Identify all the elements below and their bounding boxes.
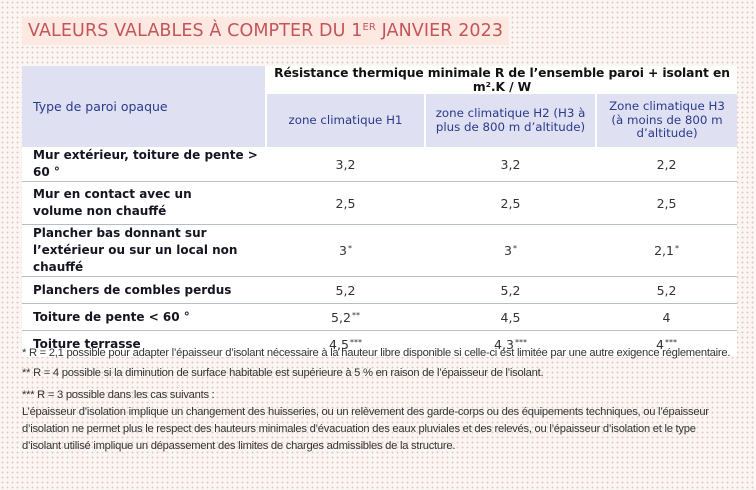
value-cell: 2,1*: [596, 224, 738, 277]
value-cell: 4***: [596, 330, 738, 357]
value-cell: 4,3***: [425, 330, 596, 357]
value-cell: 5,2: [266, 276, 425, 304]
value-cell: 3,2: [335, 156, 356, 172]
page-title: VALEURS VALABLES À COMPTER DU 1ER JANVIE…: [28, 21, 504, 41]
row-label: Mur extérieur, toiture de pente > 60 °: [33, 148, 258, 179]
value-cell: 2,5: [425, 181, 596, 225]
footnote-marker: *: [512, 244, 517, 253]
header-resistance-group: Résistance thermique minimale R de l’ens…: [266, 66, 738, 94]
row-label: Toiture de pente < 60 °: [22, 303, 266, 331]
footnote-marker: ***: [349, 337, 362, 347]
value-cell: 4,5***: [266, 330, 425, 357]
value-cell: 3*: [266, 224, 425, 277]
value-cell: 3*: [425, 224, 596, 277]
value-cell: 2,5: [266, 181, 425, 225]
value-cell: 2,5: [596, 181, 738, 225]
footnote-marker: ***: [514, 337, 527, 347]
footnote-marker: *: [347, 244, 352, 253]
header-paroi-type: Type de paroi opaque: [22, 66, 267, 147]
value-cell: 5,2: [425, 276, 596, 304]
footnote-marker: *: [674, 244, 679, 253]
resistance-table-container: Type de paroi opaque Résistance thermiqu…: [22, 66, 738, 357]
table-row: Planchers de combles perdus 5,2 5,2 5,2: [22, 276, 738, 304]
footnote-marker: **: [351, 310, 360, 320]
resistance-table: Type de paroi opaque Résistance thermiqu…: [22, 66, 738, 357]
footnotes: * R = 2,1 possible pour adapter l’épaiss…: [22, 345, 737, 456]
title-banner: VALEURS VALABLES À COMPTER DU 1ER JANVIE…: [22, 17, 510, 45]
table-row: Plancher bas donnant sur l’extérieur ou …: [22, 224, 738, 277]
row-label: Plancher bas donnant sur l’extérieur ou …: [22, 224, 266, 277]
header-zone-h1: zone climatique H1: [266, 94, 426, 147]
header-zone-h3: Zone climatique H3 (à moins de 800 m d’a…: [596, 94, 738, 147]
footnote-2: ** R = 4 possible si la diminution de su…: [22, 367, 544, 380]
row-label: Toiture terrasse: [22, 330, 266, 357]
value-cell: 3,2: [500, 156, 521, 172]
header-zone-h2: zone climatique H2 (H3 à plus de 800 m d…: [425, 94, 597, 147]
footnote-1: * R = 2,1 possible pour adapter l’épaiss…: [22, 347, 731, 359]
value-cell: 5,2**: [266, 303, 425, 331]
table-row: Mur en contact avec un volume non chauff…: [22, 181, 738, 225]
table-row: Toiture terrasse 4,5*** 4,3*** 4***: [22, 330, 738, 357]
value-cell: 4: [596, 303, 738, 331]
value-cell: 2,2: [656, 156, 677, 172]
footnote-marker: ***: [664, 337, 677, 347]
row-label: Mur en contact avec un volume non chauff…: [22, 181, 266, 225]
footnote-3-body: L’épaisseur d’isolation implique un chan…: [22, 405, 709, 453]
value-cell: 5,2: [596, 276, 738, 304]
table-row: Mur extérieur, toiture de pente > 60 ° 3…: [22, 147, 737, 182]
value-cell: 4,5: [425, 303, 596, 331]
footnote-3-intro: *** R = 3 possible dans les cas suivants…: [22, 388, 215, 401]
table-row: Toiture de pente < 60 ° 5,2** 4,5 4: [22, 303, 738, 331]
row-label: Planchers de combles perdus: [22, 276, 266, 304]
